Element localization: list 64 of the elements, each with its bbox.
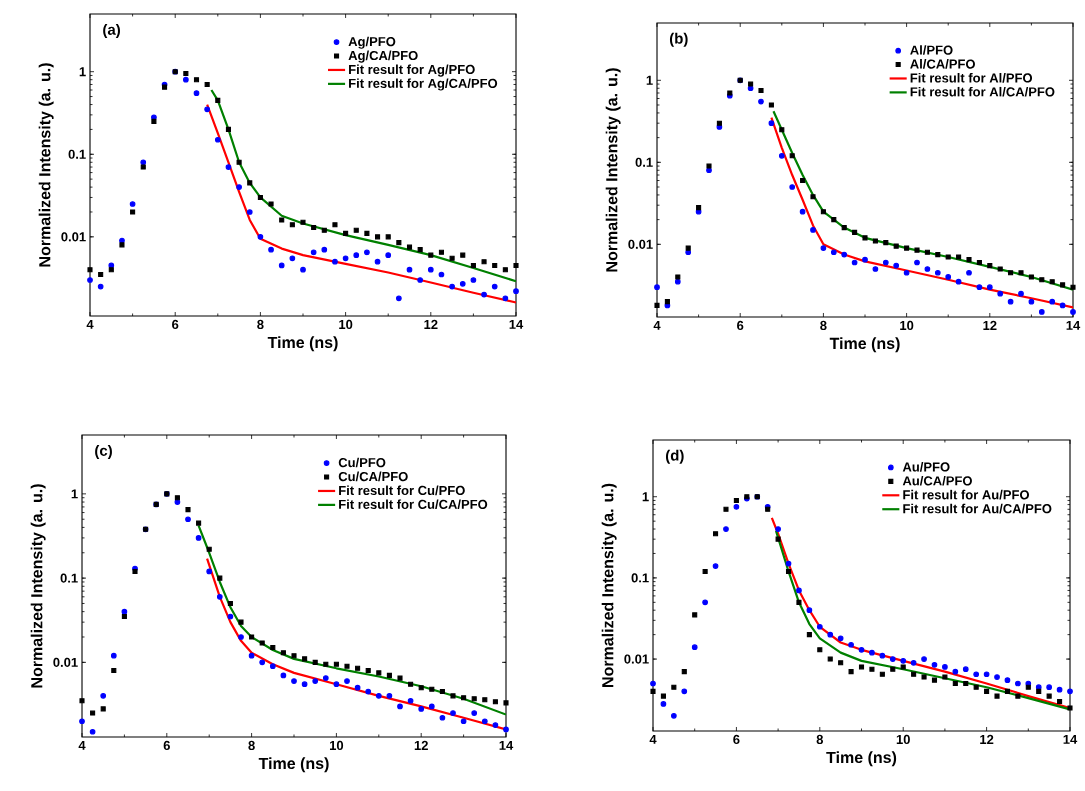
legend-label: Fit result for Au/PFO — [903, 489, 1030, 500]
x-tick-label: 10 — [896, 734, 910, 745]
x-tick-label: 14 — [1066, 320, 1081, 330]
y-tick-label: 1 — [71, 489, 78, 499]
x-tick-label: 8 — [820, 320, 827, 331]
x-axis-title: Time (ns) — [826, 751, 897, 767]
x-tick-label: 8 — [248, 740, 255, 751]
y-tick-label: 0.01 — [61, 232, 86, 242]
y-tick-label: 0.1 — [631, 573, 649, 583]
x-tick-label: 12 — [414, 740, 428, 750]
x-axis-title: Time (ns) — [267, 336, 338, 352]
legend-label: Au/PFO — [902, 461, 950, 472]
x-tick-label: 14 — [1063, 734, 1078, 744]
y-tick-label: 1 — [646, 75, 653, 85]
x-axis-title: Time (ns) — [829, 337, 900, 353]
x-tick-label: 10 — [900, 320, 914, 331]
legend-label: Fit result for Ag/PFO — [349, 64, 475, 77]
x-tick-label: 8 — [816, 734, 824, 745]
x-axis-title: Time (ns) — [258, 757, 329, 773]
y-axis-title: Normalized Intensity (a. u.) — [30, 484, 46, 688]
annotation: (c) — [95, 444, 112, 459]
y-tick-label: 0.1 — [68, 149, 86, 159]
x-tick-label: 12 — [983, 320, 997, 330]
x-tick-label: 12 — [424, 319, 438, 329]
x-tick-label: 6 — [737, 320, 744, 331]
legend-label: Fit result for Al/PFO — [910, 73, 1033, 83]
annotation: (d) — [665, 449, 684, 464]
annotation: (a) — [103, 23, 120, 38]
x-tick-label: 6 — [163, 740, 170, 751]
x-tick-label: 14 — [509, 319, 524, 329]
legend-label: Fit result for Cu/PFO — [339, 485, 465, 496]
y-tick-label: 1 — [79, 67, 86, 77]
legend-label: Fit result for Ag/CA/PFO — [349, 78, 498, 91]
legend-label: Fit result for Al/CA/PFO — [910, 86, 1055, 97]
legend-label: Ag/CA/PFO — [348, 50, 418, 63]
y-axis-title: Normalized Intensity (a. u.) — [601, 483, 617, 687]
y-tick-label: 0.01 — [624, 654, 649, 664]
x-tick-label: 4 — [86, 319, 94, 329]
y-axis-title: Normalized Intensity (a. u.) — [38, 63, 54, 267]
annotation: (b) — [669, 32, 688, 47]
x-tick-label: 14 — [499, 740, 514, 750]
legend-label: Al/CA/PFO — [910, 59, 975, 69]
x-tick-label: 8 — [257, 319, 264, 330]
legend-label: Fit result for Au/CA/PFO — [903, 503, 1052, 514]
legend-label: Al/PFO — [910, 45, 953, 55]
legend-label: Ag/PFO — [348, 36, 396, 49]
x-tick-label: 6 — [733, 734, 740, 745]
y-tick-label: 0.01 — [53, 657, 78, 667]
y-tick-label: 0.1 — [635, 157, 653, 167]
x-tick-label: 4 — [78, 740, 86, 750]
legend-label: Au/CA/PFO — [902, 475, 972, 486]
x-tick-label: 12 — [980, 734, 994, 744]
y-tick-label: 0.01 — [628, 239, 653, 249]
legend-label: Fit result for Cu/CA/PFO — [339, 499, 488, 510]
x-tick-label: 4 — [649, 734, 657, 744]
legend-label: Cu/PFO — [338, 457, 386, 468]
legend-label: Cu/CA/PFO — [338, 471, 408, 482]
y-tick-label: 1 — [642, 492, 649, 502]
y-axis-title: Normalized Intensity (a. u.) — [605, 68, 621, 272]
x-tick-label: 6 — [172, 319, 179, 330]
y-tick-label: 0.1 — [60, 573, 78, 583]
x-tick-label: 10 — [329, 740, 344, 751]
x-tick-label: 4 — [653, 320, 661, 330]
x-tick-label: 10 — [339, 319, 353, 330]
